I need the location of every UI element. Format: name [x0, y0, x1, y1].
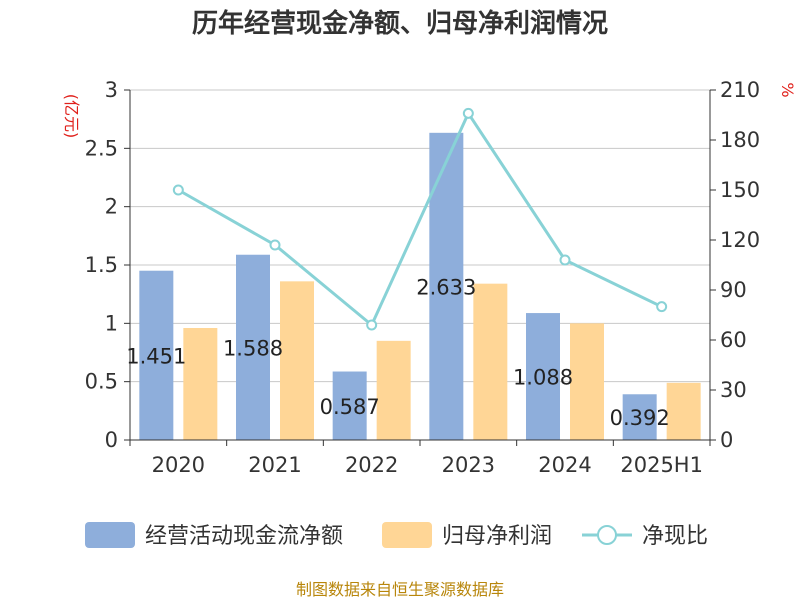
ratio-point	[269, 239, 281, 251]
ratio-point	[462, 107, 474, 119]
x-tick-label: 2020	[152, 453, 205, 477]
cashflow-data-label: 0.587	[320, 395, 380, 419]
left-tick-label: 2.5	[85, 136, 118, 160]
x-tick-label: 2023	[442, 453, 495, 477]
cashflow-bar	[139, 270, 174, 440]
x-tick-label: 2024	[538, 453, 591, 477]
x-tick-label: 2021	[248, 453, 301, 477]
data-labels: 1.451 1.588 0.587 2.633 1.088 0.392	[126, 275, 669, 430]
ratio-point	[366, 319, 378, 331]
cashflow-data-label: 0.392	[610, 406, 670, 430]
x-tick-label: 2025H1	[620, 453, 703, 477]
legend-swatch-cashflow	[85, 522, 135, 548]
left-tick-label: 3	[105, 78, 118, 102]
legend-label-cashflow: 经营活动现金流净额	[145, 524, 343, 549]
bars-group	[139, 132, 701, 441]
chart-title: 历年经营现金净额、归母净利润情况	[192, 8, 608, 39]
net-profit-bar	[666, 382, 701, 440]
cashflow-data-label: 1.088	[513, 366, 573, 390]
cashflow-bar	[332, 371, 367, 440]
left-tick-label: 2	[105, 195, 118, 219]
ratio-point	[559, 254, 571, 266]
net-profit-bar	[376, 340, 411, 440]
right-tick-label: 0	[720, 428, 733, 452]
right-tick-label: 90	[720, 278, 747, 302]
legend: 经营活动现金流净额 归母净利润 净现比	[85, 522, 708, 549]
legend-label-net-profit: 归母净利润	[442, 524, 552, 549]
right-tick-label: 210	[720, 78, 760, 102]
right-tick-label: 180	[720, 128, 760, 152]
net-profit-bar	[280, 281, 314, 440]
legend-swatch-net-profit	[382, 522, 432, 548]
cashflow-bar	[622, 394, 657, 440]
cashflow-data-label: 1.451	[126, 344, 186, 368]
left-tick-label: 0	[105, 428, 118, 452]
gridlines	[130, 89, 710, 441]
ratio-point	[172, 184, 184, 196]
cashflow-bar	[526, 313, 560, 440]
cashflow-data-label: 2.633	[416, 275, 476, 299]
left-tick-label: 0.5	[85, 370, 118, 394]
cashflow-data-label: 1.588	[223, 336, 283, 360]
ratio-line-group	[172, 107, 668, 331]
legend-label-ratio: 净现比	[642, 524, 708, 549]
left-tick-label: 1	[105, 311, 118, 335]
ratio-point	[656, 301, 668, 313]
cashflow-bar	[236, 254, 270, 440]
right-tick-label: 150	[720, 178, 760, 202]
net-profit-bar	[473, 283, 508, 440]
left-axis-unit: (亿元)	[62, 94, 81, 139]
right-axis-unit: %	[778, 82, 797, 97]
legend-swatch-ratio-marker	[597, 525, 617, 545]
x-tick-label: 2022	[345, 453, 398, 477]
net-profit-bar	[570, 323, 604, 440]
right-tick-label: 60	[720, 328, 747, 352]
source-note: 制图数据来自恒生聚源数据库	[296, 580, 504, 599]
left-tick-label: 1.5	[85, 253, 118, 277]
right-tick-label: 120	[720, 228, 760, 252]
ratio-line	[177, 110, 663, 328]
net-profit-bar	[183, 328, 218, 440]
right-tick-label: 30	[720, 378, 747, 402]
